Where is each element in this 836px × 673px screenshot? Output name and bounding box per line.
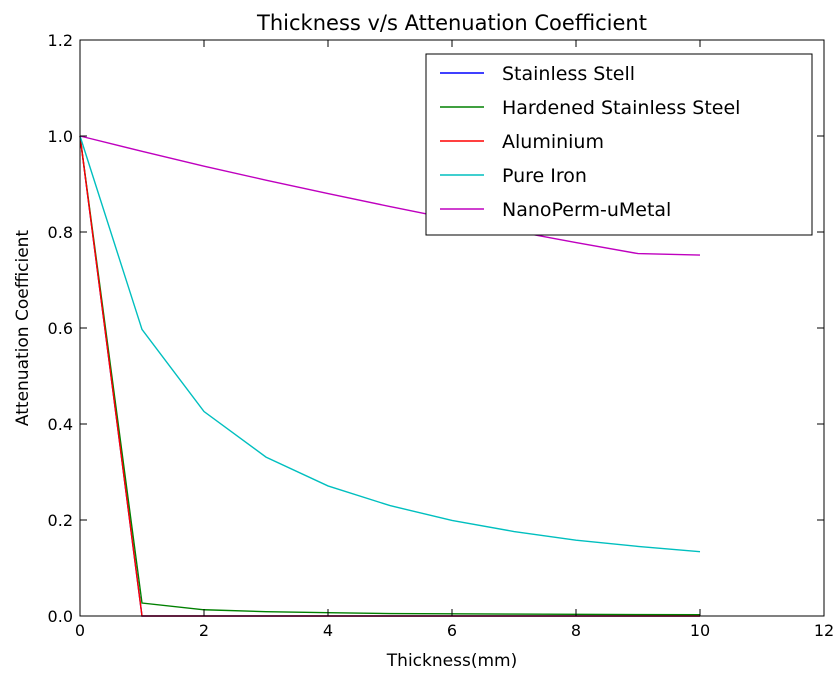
y-tick-label: 0.8 bbox=[48, 223, 73, 242]
x-tick-label: 8 bbox=[571, 621, 581, 640]
x-tick-label: 12 bbox=[814, 621, 834, 640]
x-tick-label: 10 bbox=[690, 621, 710, 640]
legend-label: Hardened Stainless Steel bbox=[502, 97, 740, 119]
y-tick-label: 0.6 bbox=[48, 319, 73, 338]
series-line-4 bbox=[79, 135, 701, 553]
legend: Stainless Stell Hardened Stainless Steel A… bbox=[425, 53, 813, 236]
axes: 0 2 4 6 8 10 12 0.0 0.2 0.4 0.6 0.8 1.0 1.2 bbox=[48, 31, 835, 640]
y-tick-label: 0.0 bbox=[48, 607, 73, 626]
chart-title: Thickness v/s Attenuation Coefficient bbox=[256, 11, 647, 35]
legend-box bbox=[425, 53, 813, 236]
legend-label: Aluminium bbox=[502, 131, 604, 153]
x-tick-label: 0 bbox=[75, 621, 85, 640]
y-tick-label: 1.2 bbox=[48, 31, 73, 50]
legend-label: Pure Iron bbox=[502, 165, 587, 187]
x-tick-label: 2 bbox=[199, 621, 209, 640]
x-tick-label: 6 bbox=[447, 621, 457, 640]
y-tick-label: 1.0 bbox=[48, 127, 73, 146]
y-tick-label: 0.4 bbox=[48, 415, 73, 434]
x-axis-title: Thickness(mm) bbox=[386, 651, 517, 671]
x-tick-label: 4 bbox=[323, 621, 333, 640]
series-line-5 bbox=[79, 135, 701, 256]
legend-label: Stainless Stell bbox=[502, 63, 635, 85]
y-tick-label: 0.2 bbox=[48, 511, 73, 530]
legend-label: NanoPerm-uMetal bbox=[502, 199, 671, 221]
y-axis-title: Attenuation Coefficient bbox=[13, 230, 33, 427]
series-line-2 bbox=[79, 135, 701, 616]
